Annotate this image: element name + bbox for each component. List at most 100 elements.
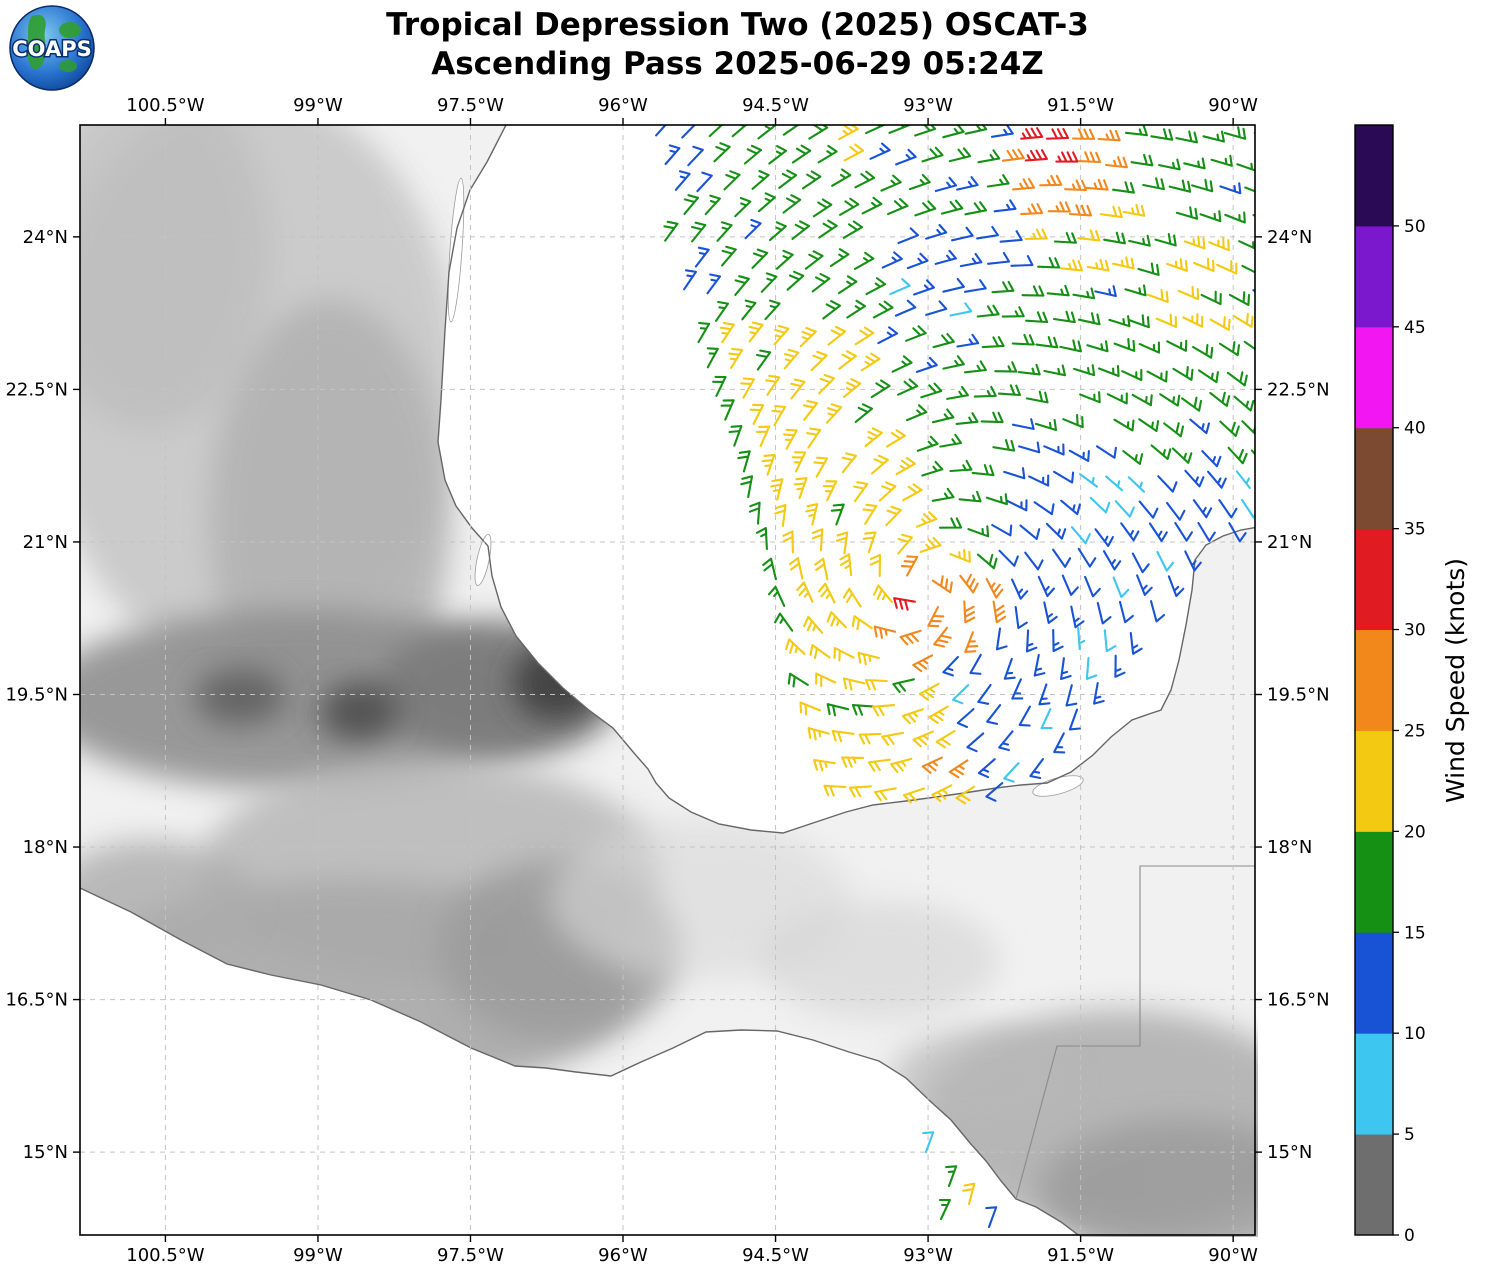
wind-barb [783,428,798,450]
colorbar-label: Wind Speed (knots) [1441,557,1471,803]
wind-barb [932,332,955,349]
wind-barb [1241,498,1255,519]
wind-barb [785,638,806,656]
wind-barb [948,759,969,779]
wind-barb [674,170,691,191]
wind-barb [1127,314,1150,329]
wind-barb [985,577,1004,599]
wind-barb [881,251,903,269]
wind-barb [901,708,924,725]
wind-barb [734,196,752,218]
wind-barb [1207,470,1227,489]
y-tick-label-right: 18°N [1267,837,1312,858]
wind-barb [928,705,949,724]
wind-barb [869,142,891,160]
wind-barb [749,403,765,425]
wind-barb [981,336,1005,349]
y-tick-label-left: 24°N [23,227,68,248]
wind-barb [1011,678,1024,700]
wind-barb [1122,450,1144,465]
wind-barb [1025,311,1049,324]
wind-barb [1232,312,1254,328]
wind-barb [1033,501,1055,516]
wind-barb [1071,128,1096,140]
wind-barb [1219,420,1240,437]
wind-barb [826,611,847,629]
wind-barb [1077,547,1097,568]
wind-barb [1172,365,1194,381]
wind-barb [748,501,761,525]
wind-barb [744,218,762,240]
colorbar-tick-label: 45 [1404,318,1426,338]
wind-barb [1079,391,1101,404]
y-tick-label-right: 24°N [1267,227,1312,248]
wind-barb [761,453,776,476]
wind-barb [704,194,721,216]
wind-barb [1224,211,1246,224]
wind-barb [757,125,777,140]
wind-barb [1103,231,1126,245]
wind-barb [887,198,909,216]
wind-barb [1108,315,1131,328]
y-tick-label-left: 22.5°N [5,379,68,400]
y-tick-label-right: 22.5°N [1267,379,1330,400]
colorbar-segment [1355,528,1393,631]
wind-barb [719,322,735,344]
wind-barb [825,403,843,424]
wind-barb [790,378,806,400]
wind-barb [1052,628,1064,653]
wind-barb [1046,284,1070,297]
wind-barb [1124,284,1147,297]
wind-barb [912,730,934,748]
wind-barb [743,144,763,165]
wind-barb [822,300,842,320]
coaps-logo: COAPS [9,5,95,91]
wind-barb [1001,306,1025,318]
wind-barb [1055,151,1079,163]
logo-text: COAPS [12,37,91,61]
wind-barb [897,378,919,396]
wind-barb [842,677,866,691]
wind-barb [1024,551,1044,571]
x-tick-label-top: 99°W [293,95,343,116]
wind-barb [942,125,965,139]
wind-barb [1068,449,1090,462]
wind-barb [1183,235,1206,250]
wind-barb [793,477,808,500]
wind-barb [737,450,751,473]
wind-barb [1166,258,1188,272]
wind-barb [1017,363,1041,376]
wind-barb [1052,548,1072,568]
wind-barb [721,245,737,267]
wind-barb [755,425,771,447]
wind-barb [1156,550,1175,572]
wind-barb [1086,258,1110,272]
wind-barb [1085,656,1098,680]
colorbar-tick-label: 15 [1404,923,1426,943]
colorbar-segment [1355,629,1393,731]
wind-barb [969,653,982,675]
colorbar-tick-label: 5 [1404,1125,1415,1145]
wind-barb [823,784,847,797]
wind-barb [835,531,849,555]
wind-barb [976,553,998,570]
wind-barb [841,756,865,768]
wind-barb [770,478,784,501]
wind-barb [811,528,824,552]
wind-barb [778,169,798,189]
wind-barb [955,412,979,425]
wind-barb [1166,501,1186,521]
wind-barb [899,629,922,646]
wind-barb [720,399,735,421]
colorbar-segment [1355,1033,1393,1135]
wind-barb [813,758,836,772]
wind-barb [741,299,757,321]
wind-barb [895,456,916,476]
wind-barb [837,275,858,295]
wind-barb [1142,177,1165,191]
wind-barb [663,220,679,242]
wind-barb [1138,500,1159,519]
colorbar-segment [1355,427,1393,530]
wind-barb [1035,336,1059,349]
wind-barb [1089,496,1111,514]
